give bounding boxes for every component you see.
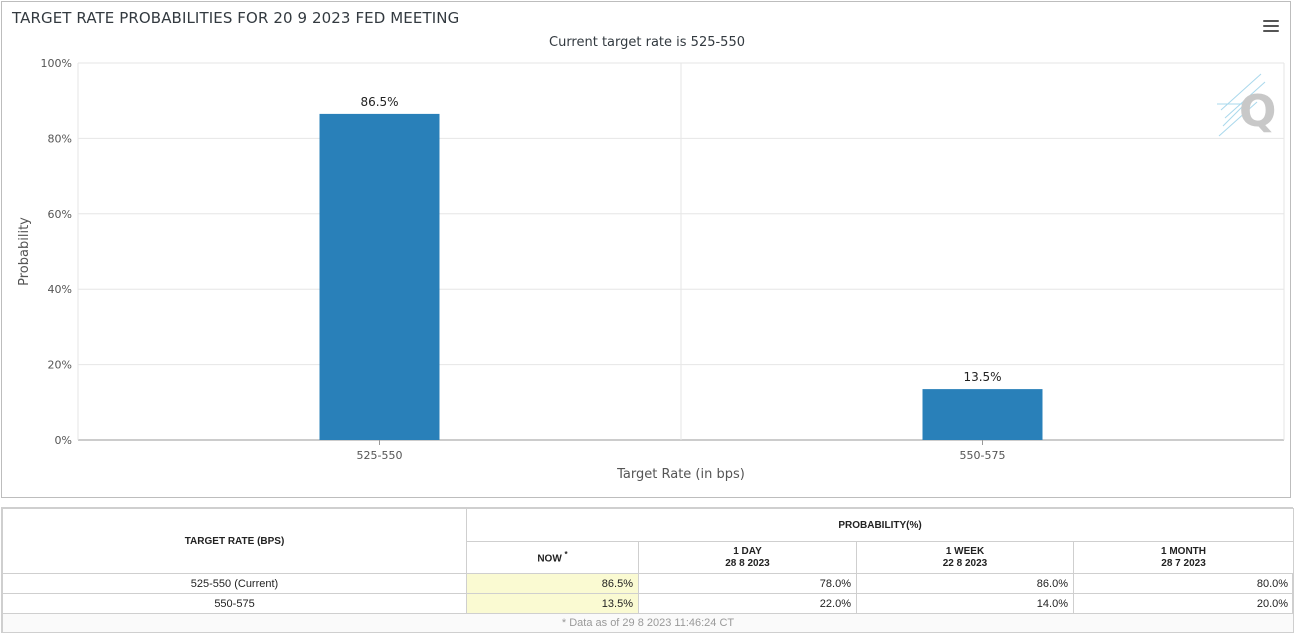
header-1-week: 1 WEEK 22 8 2023: [856, 541, 1074, 574]
x-tick-label: 550-575: [960, 449, 1006, 462]
row-rate: 550-575: [2, 593, 467, 614]
chart-panel: TARGET RATE PROBABILITIES FOR 20 9 2023 …: [1, 1, 1291, 498]
bar-525-550: [319, 113, 440, 441]
header-1-day: 1 DAY 28 8 2023: [638, 541, 857, 574]
y-axis-title: Probability: [17, 217, 32, 286]
y-tick-label: 0%: [55, 434, 72, 447]
y-tick-label: 80%: [48, 132, 72, 145]
y-tick-label: 40%: [48, 283, 72, 296]
bar-550-575: [922, 389, 1043, 440]
row-1-month: 80.0%: [1072, 573, 1294, 594]
y-tick-label: 20%: [48, 359, 72, 372]
x-tick-label: 525-550: [357, 449, 403, 462]
table-row: 525-550 (Current) 86.5% 78.0% 86.0% 80.0…: [2, 573, 1294, 594]
header-probability: PROBABILITY(%): [465, 508, 1294, 542]
x-axis-title: Target Rate (in bps): [616, 467, 745, 482]
hamburger-menu-icon[interactable]: [1263, 20, 1279, 34]
row-1-week: 86.0%: [856, 573, 1074, 594]
data-label: 86.5%: [360, 95, 398, 109]
y-tick-label: 60%: [48, 208, 72, 221]
y-tick-label: 100%: [41, 57, 72, 70]
row-1-day: 22.0%: [638, 593, 857, 614]
row-1-day: 78.0%: [638, 573, 857, 594]
data-timestamp-footnote: * Data as of 29 8 2023 11:46:24 CT: [1, 613, 1294, 633]
row-now: 13.5%: [466, 593, 639, 614]
header-target-rate: TARGET RATE (BPS): [2, 508, 467, 574]
data-label: 13.5%: [963, 370, 1001, 384]
header-1-month: 1 MONTH 28 7 2023: [1072, 541, 1294, 574]
table-row: 550-575 13.5% 22.0% 14.0% 20.0%: [2, 593, 1294, 614]
probability-table-container: TARGET RATE (BPS) PROBABILITY(%) NOW * 1…: [1, 507, 1294, 633]
q-logo-icon: Q: [1217, 73, 1276, 137]
row-now: 86.5%: [466, 573, 639, 594]
row-1-month: 20.0%: [1072, 593, 1294, 614]
svg-text:Q: Q: [1239, 86, 1276, 137]
probability-table: TARGET RATE (BPS) PROBABILITY(%) NOW * 1…: [1, 508, 1294, 633]
chart-title: TARGET RATE PROBABILITIES FOR 20 9 2023 …: [12, 9, 460, 27]
row-1-week: 14.0%: [856, 593, 1074, 614]
bar-chart: 0% 20% 40% 60% 80% 100% 86.5% 525-550 13.5% 550-5…: [17, 57, 1285, 482]
header-now: NOW *: [466, 541, 639, 574]
row-rate: 525-550 (Current): [2, 573, 467, 594]
chart-subtitle: Current target rate is 525-550: [549, 35, 745, 50]
